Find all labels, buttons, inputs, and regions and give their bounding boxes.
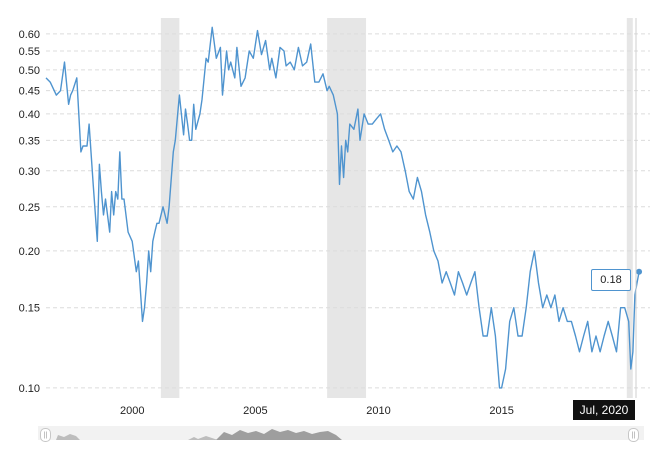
recession-band-1 [160,18,180,398]
y-tick-label: 0.55 [19,46,40,58]
y-tick-label: 0.15 [19,303,40,315]
x-tick-label: 2005 [243,405,267,417]
y-axis-tick-labels: 0.10 0.15 0.20 0.25 0.30 0.35 0.40 0.45 0.50 0.55… [19,29,40,395]
navigator-mini-chart [56,429,342,440]
y-tick-label: 0.10 [19,383,40,395]
y-tick-label: 0.45 [19,86,40,98]
y-tick-label: 0.30 [19,166,40,178]
x-tick-label: 2015 [489,405,513,417]
y-tick-label: 0.50 [19,65,40,77]
recession-bands [160,18,633,398]
crosshair-date-label: Jul, 2020 [573,400,635,420]
x-tick-label: 2000 [120,405,144,417]
last-value-tooltip: 0.18 [591,269,631,291]
y-tick-label: 0.25 [19,202,40,214]
navigator-left-handle[interactable]: || [40,428,51,442]
y-tick-label: 0.40 [19,109,40,121]
y-tick-label: 0.20 [19,246,40,258]
series-line-1 [45,26,640,389]
recession-band-2 [327,18,367,398]
recession-band-3 [626,18,633,398]
x-tick-label: 2010 [366,405,390,417]
y-tick-label: 0.60 [19,29,40,41]
navigator-right-handle[interactable]: || [628,428,639,442]
gridlines [46,33,650,389]
x-axis-tick-labels: 200020052010201520 [120,405,631,417]
last-point-marker [636,268,643,275]
y-tick-label: 0.35 [19,135,40,147]
series-lines [45,18,643,398]
range-navigator[interactable] [38,426,644,440]
